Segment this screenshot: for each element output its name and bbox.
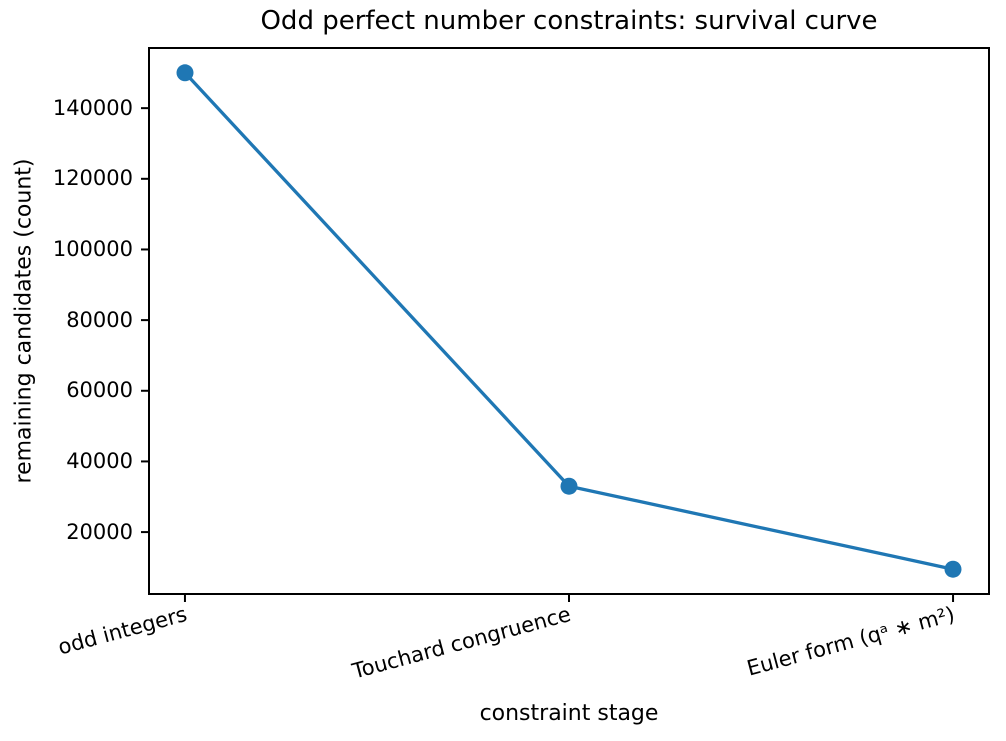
y-tick-label: 40000: [66, 449, 133, 473]
data-line: [183, 71, 954, 571]
y-tick-label: 140000: [52, 96, 133, 120]
data-point-marker: [176, 64, 194, 82]
y-tick-label: 120000: [52, 166, 133, 190]
axes-spines: [148, 47, 990, 595]
y-tick-label: 60000: [66, 378, 133, 402]
y-tick-label: 80000: [66, 308, 133, 332]
chart-title: Odd perfect number constraints: survival…: [260, 6, 878, 36]
data-point-marker: [560, 477, 578, 495]
data-point-marker: [944, 560, 962, 578]
y-tick-label: 100000: [52, 237, 133, 261]
x-axis-label: constraint stage: [479, 701, 659, 726]
y-tick-label: 20000: [66, 520, 133, 544]
